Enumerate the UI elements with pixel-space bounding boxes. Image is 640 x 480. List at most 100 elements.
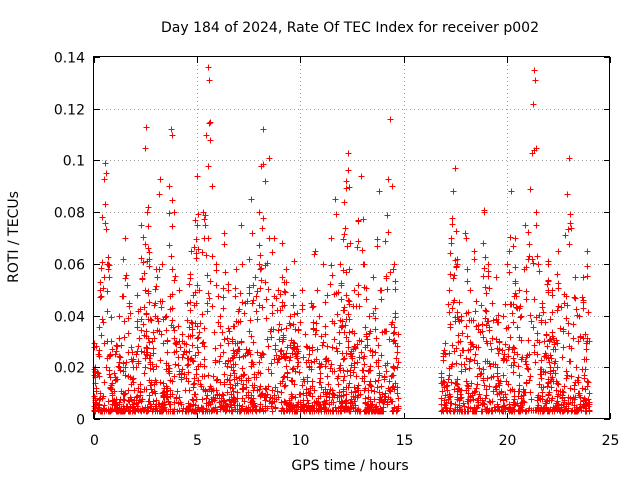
- data-point-cloud: [274, 388, 281, 395]
- data-point-cloud: [307, 407, 314, 414]
- data-point-cloud: [346, 380, 353, 387]
- data-point-cloud: [100, 319, 107, 326]
- data-point-cloud: [497, 396, 504, 403]
- data-point-cloud: [500, 403, 507, 410]
- data-point-cloud: [283, 363, 290, 370]
- data-point-cloud: [502, 341, 509, 348]
- data-point-cloud: [103, 170, 110, 177]
- data-point-cloud: [345, 384, 352, 391]
- data-point-cloud: [174, 388, 181, 395]
- data-point-cloud: [154, 315, 161, 322]
- data-point: [142, 145, 149, 152]
- data-point-cloud: [343, 292, 350, 299]
- data-point-cloud: [268, 360, 275, 367]
- data-point-cloud: [464, 398, 471, 405]
- data-point-cloud: [557, 325, 564, 332]
- data-point-cloud: [265, 343, 272, 350]
- data-point-cloud: [137, 381, 144, 388]
- data-point-cloud: [507, 407, 514, 414]
- data-point-cloud: [574, 377, 581, 384]
- data-point-cloud: [234, 380, 241, 387]
- data-point-cloud: [338, 282, 345, 289]
- data-point-cloud: [157, 357, 164, 364]
- data-point-cloud: [275, 327, 282, 334]
- data-point-cloud: [449, 342, 456, 349]
- data-point-cloud: [495, 312, 502, 319]
- data-point-cloud: [211, 397, 218, 404]
- data-point-cloud: [580, 335, 587, 342]
- data-point-cloud: [189, 342, 196, 349]
- data-point: [233, 266, 240, 273]
- data-point-cloud: [574, 312, 581, 319]
- data-point-cloud: [345, 167, 352, 174]
- data-point-cloud: [565, 320, 572, 327]
- data-point-cloud: [169, 266, 176, 273]
- data-point-cloud: [536, 339, 543, 346]
- data-point: [493, 274, 500, 281]
- data-point-cloud: [122, 372, 129, 379]
- data-point-cloud: [209, 303, 216, 310]
- data-point-cloud: [303, 392, 310, 399]
- data-point-cloud: [305, 403, 312, 410]
- data-point: [351, 287, 358, 294]
- data-point-cloud: [257, 383, 264, 390]
- data-point-cloud: [202, 387, 209, 394]
- data-point-cloud: [317, 370, 324, 377]
- data-point-cloud: [141, 332, 148, 339]
- data-point-cloud: [234, 402, 241, 409]
- data-point-cloud: [184, 317, 191, 324]
- data-point-cloud: [278, 326, 285, 333]
- data-point-cloud: [383, 368, 390, 375]
- data-point-cloud: [225, 357, 232, 364]
- data-point-cloud: [573, 404, 580, 411]
- data-point-cloud: [145, 204, 152, 211]
- data-point-cloud: [199, 405, 206, 412]
- data-point-cloud: [145, 335, 152, 342]
- y-tick-label: 0: [76, 413, 85, 429]
- data-point-cloud: [200, 339, 207, 346]
- data-point-cloud: [563, 368, 570, 375]
- data-point-cloud: [328, 361, 335, 368]
- data-point-cloud: [286, 399, 293, 406]
- data-point-cloud: [573, 306, 580, 313]
- data-point-cloud: [258, 265, 265, 272]
- data-point-cloud: [107, 352, 114, 359]
- data-point-cloud: [197, 381, 204, 388]
- data-point-cloud: [531, 342, 538, 349]
- data-point: [283, 266, 290, 273]
- data-point-cloud: [322, 323, 329, 330]
- data-point-cloud: [496, 338, 503, 345]
- data-point-cloud: [182, 387, 189, 394]
- data-point-cloud: [117, 367, 124, 374]
- data-point-cloud: [375, 363, 382, 370]
- data-point-cloud: [243, 346, 250, 353]
- data-point-cloud: [129, 349, 136, 356]
- data-point-cloud: [128, 396, 135, 403]
- data-point-cloud: [562, 232, 569, 239]
- data-point-cloud: [213, 282, 220, 289]
- data-point-cloud: [144, 349, 151, 356]
- data-point-cloud: [470, 317, 477, 324]
- data-point-cloud: [157, 379, 164, 386]
- data-point-cloud: [551, 408, 558, 415]
- data-point-cloud: [99, 395, 106, 402]
- data-point-cloud: [179, 366, 186, 373]
- data-point-cloud: [478, 370, 485, 377]
- data-point-cloud: [494, 345, 501, 352]
- data-point-cloud: [441, 384, 448, 391]
- data-point-cloud: [390, 266, 397, 273]
- data-point-cloud: [458, 387, 465, 394]
- data-point-cloud: [204, 272, 211, 279]
- data-point-cloud: [471, 404, 478, 411]
- data-point-cloud: [263, 315, 270, 322]
- data-point-cloud: [171, 327, 178, 334]
- data-point: [532, 77, 539, 84]
- data-point-cloud: [160, 380, 167, 387]
- data-point-cloud: [104, 308, 111, 315]
- data-point-cloud: [455, 339, 462, 346]
- data-point-cloud: [571, 294, 578, 301]
- data-point-cloud: [293, 403, 300, 410]
- data-point-cloud: [362, 395, 369, 402]
- data-point-cloud: [134, 318, 141, 325]
- data-point: [489, 300, 496, 307]
